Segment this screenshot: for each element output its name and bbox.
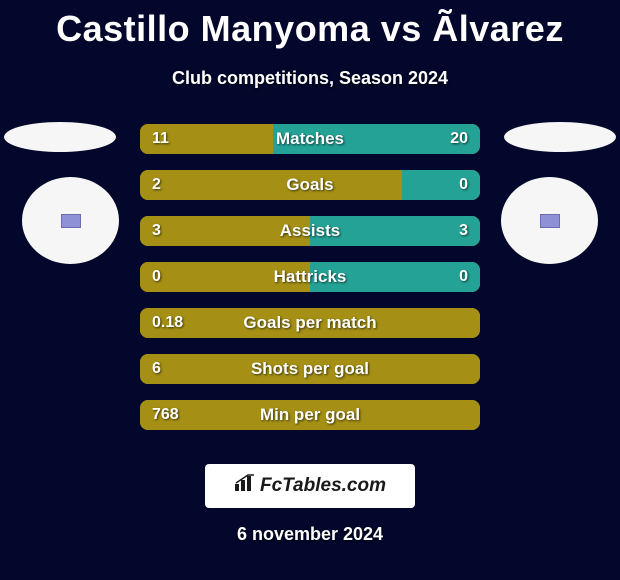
stat-bars-container: 1120Matches 20Goals 33Assists 00Hattricks 0.…: [140, 124, 480, 446]
logo-text: FcTables.com: [260, 475, 386, 497]
page-title: Castillo Manyoma vs Ãlvarez: [0, 0, 620, 50]
stat-row: 0.18Goals per match: [140, 308, 480, 338]
stat-row: 00Hattricks: [140, 262, 480, 292]
stat-label: Matches: [140, 124, 480, 154]
placeholder-badge-icon: [540, 214, 560, 228]
stat-row: 768Min per goal: [140, 400, 480, 430]
stat-label: Goals per match: [140, 308, 480, 338]
player2-club-badge: [501, 177, 598, 264]
page-subtitle: Club competitions, Season 2024: [0, 68, 620, 89]
player2-flag-ellipse: [504, 122, 616, 152]
stat-row: 6Shots per goal: [140, 354, 480, 384]
stat-label: Assists: [140, 216, 480, 246]
player1-club-badge: [22, 177, 119, 264]
player1-flag-ellipse: [4, 122, 116, 152]
stat-row: 33Assists: [140, 216, 480, 246]
placeholder-badge-icon: [61, 214, 81, 228]
stat-row: 1120Matches: [140, 124, 480, 154]
bar-chart-icon: [234, 474, 256, 498]
footer-date: 6 november 2024: [0, 524, 620, 545]
fctables-logo: FcTables.com: [205, 464, 415, 508]
stat-label: Shots per goal: [140, 354, 480, 384]
stat-row: 20Goals: [140, 170, 480, 200]
stat-label: Goals: [140, 170, 480, 200]
stat-label: Hattricks: [140, 262, 480, 292]
stat-label: Min per goal: [140, 400, 480, 430]
